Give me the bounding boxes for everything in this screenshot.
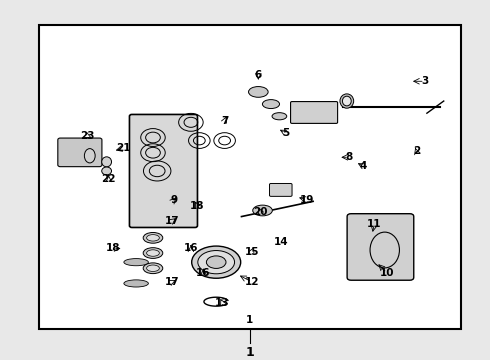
Text: 1: 1: [245, 346, 254, 359]
Text: 20: 20: [253, 207, 268, 217]
Text: 18: 18: [190, 201, 204, 211]
Text: 22: 22: [101, 174, 116, 184]
Text: 16: 16: [184, 243, 198, 253]
FancyBboxPatch shape: [58, 138, 102, 167]
Ellipse shape: [143, 248, 163, 258]
Text: 5: 5: [282, 128, 289, 138]
Ellipse shape: [124, 280, 148, 287]
Text: 21: 21: [116, 143, 131, 153]
Text: 18: 18: [106, 243, 120, 253]
Text: 3: 3: [421, 76, 428, 86]
Ellipse shape: [147, 235, 159, 241]
Text: 14: 14: [274, 237, 289, 247]
Text: 19: 19: [299, 195, 314, 205]
Text: 9: 9: [171, 195, 177, 205]
FancyBboxPatch shape: [347, 214, 414, 280]
FancyBboxPatch shape: [270, 184, 292, 196]
Text: 17: 17: [165, 216, 179, 226]
Ellipse shape: [84, 149, 95, 163]
Ellipse shape: [340, 94, 354, 108]
FancyBboxPatch shape: [129, 114, 197, 228]
Ellipse shape: [143, 233, 163, 243]
Ellipse shape: [192, 246, 241, 278]
Ellipse shape: [102, 167, 112, 175]
Text: 8: 8: [345, 152, 352, 162]
Ellipse shape: [253, 205, 272, 216]
Text: 2: 2: [413, 146, 420, 156]
FancyBboxPatch shape: [291, 102, 338, 123]
Text: 4: 4: [360, 161, 368, 171]
Text: 1: 1: [246, 315, 253, 325]
Text: 23: 23: [80, 131, 95, 141]
Text: 15: 15: [245, 247, 259, 257]
Ellipse shape: [102, 157, 112, 167]
Ellipse shape: [147, 265, 159, 271]
Text: 10: 10: [380, 268, 394, 278]
Ellipse shape: [143, 263, 163, 274]
Ellipse shape: [198, 251, 235, 274]
Ellipse shape: [343, 96, 351, 106]
Text: 11: 11: [367, 219, 381, 229]
Text: 17: 17: [165, 277, 179, 287]
Ellipse shape: [206, 256, 226, 269]
Text: 16: 16: [196, 268, 211, 278]
Ellipse shape: [272, 113, 287, 120]
Bar: [39, 25, 461, 329]
Ellipse shape: [263, 100, 280, 109]
Ellipse shape: [248, 86, 268, 97]
Ellipse shape: [124, 258, 148, 266]
Ellipse shape: [147, 250, 159, 256]
Text: 6: 6: [255, 70, 262, 80]
Text: 12: 12: [245, 277, 259, 287]
Text: 13: 13: [215, 298, 230, 308]
Text: 7: 7: [221, 116, 228, 126]
